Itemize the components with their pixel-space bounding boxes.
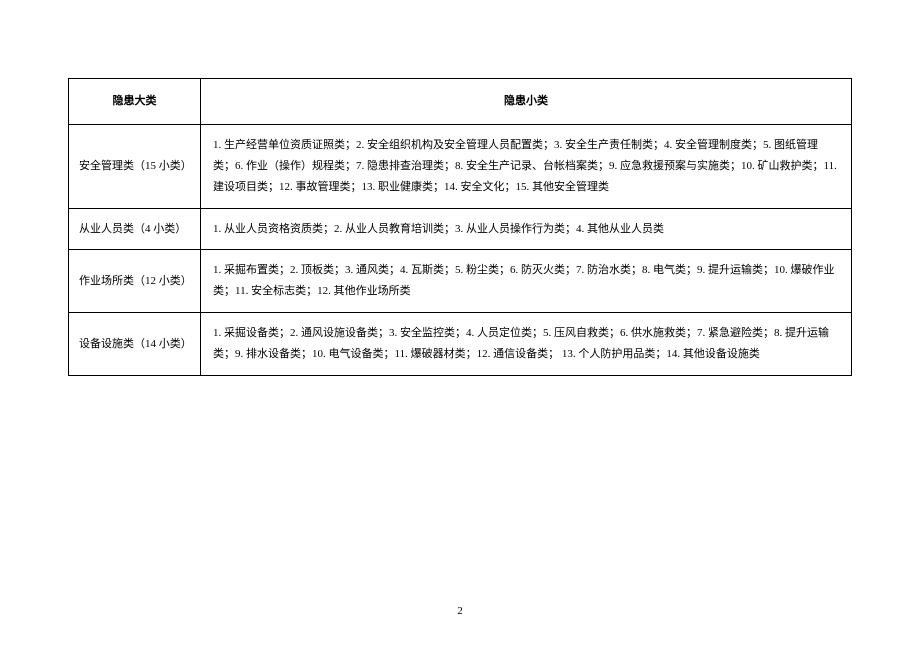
header-major-category: 隐患大类 (69, 79, 201, 125)
minor-category-cell: 1. 采掘布置类；2. 顶板类；3. 通风类；4. 瓦斯类；5. 粉尘类；6. … (201, 250, 852, 313)
table-body: 安全管理类（15 小类） 1. 生产经营单位资质证照类；2. 安全组织机构及安全… (69, 124, 852, 375)
table-row: 从业人员类（4 小类） 1. 从业人员资格资质类；2. 从业人员教育培训类；3.… (69, 208, 852, 250)
minor-category-cell: 1. 生产经营单位资质证照类；2. 安全组织机构及安全管理人员配置类；3. 安全… (201, 124, 852, 208)
major-category-cell: 安全管理类（15 小类） (69, 124, 201, 208)
major-category-cell: 从业人员类（4 小类） (69, 208, 201, 250)
table-row: 设备设施类（14 小类） 1. 采掘设备类；2. 通风设施设备类；3. 安全监控… (69, 313, 852, 376)
page-number: 2 (0, 605, 920, 617)
minor-category-cell: 1. 采掘设备类；2. 通风设施设备类；3. 安全监控类；4. 人员定位类；5.… (201, 313, 852, 376)
major-category-cell: 设备设施类（14 小类） (69, 313, 201, 376)
header-minor-category: 隐患小类 (201, 79, 852, 125)
table-row: 作业场所类（12 小类） 1. 采掘布置类；2. 顶板类；3. 通风类；4. 瓦… (69, 250, 852, 313)
minor-category-cell: 1. 从业人员资格资质类；2. 从业人员教育培训类；3. 从业人员操作行为类；4… (201, 208, 852, 250)
table-row: 安全管理类（15 小类） 1. 生产经营单位资质证照类；2. 安全组织机构及安全… (69, 124, 852, 208)
table-header-row: 隐患大类 隐患小类 (69, 79, 852, 125)
major-category-cell: 作业场所类（12 小类） (69, 250, 201, 313)
hazard-classification-table: 隐患大类 隐患小类 安全管理类（15 小类） 1. 生产经营单位资质证照类；2.… (68, 78, 852, 376)
